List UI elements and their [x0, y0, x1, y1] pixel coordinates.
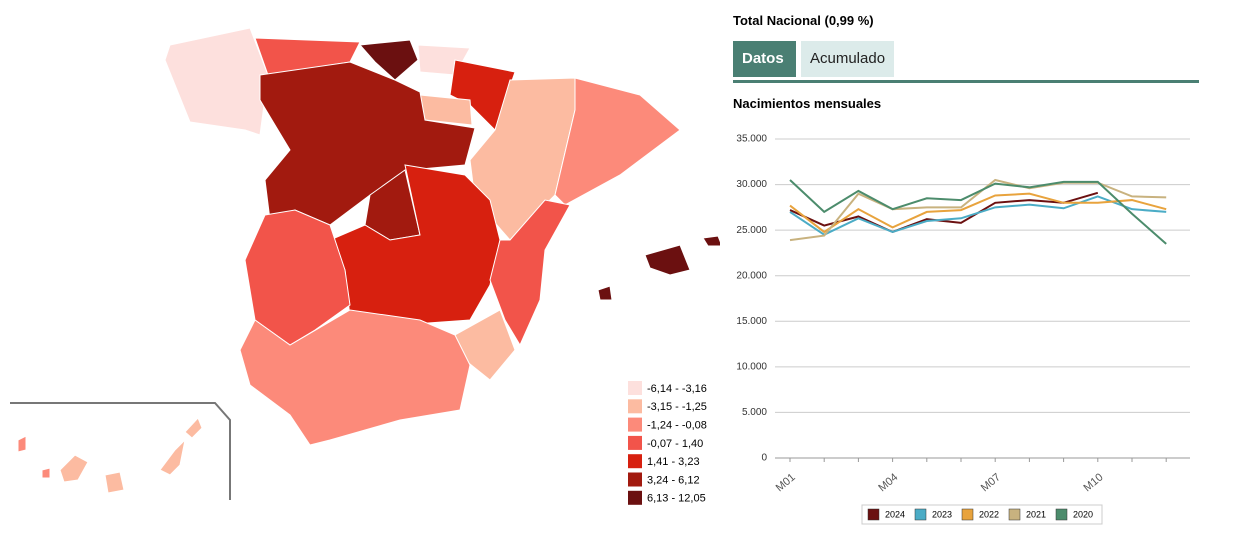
x-tick-label: M04: [876, 471, 900, 494]
island: [17, 435, 27, 453]
legend-swatch: [628, 490, 642, 505]
legend-label: -1,24 - -0,08: [647, 420, 707, 432]
inset-frame: [10, 402, 231, 500]
map: -6,14 - -3,16 -3,15 - -1,25 -1,24 - -0,08 -…: [10, 27, 720, 505]
legend-label: -0,07 - 1,40: [647, 438, 703, 450]
y-tick-label: 25.000: [736, 225, 767, 236]
region: [702, 235, 720, 247]
region: [358, 39, 419, 81]
series-line: [789, 192, 1167, 234]
y-tick-label: 20.000: [736, 270, 767, 281]
legend-swatch: [628, 417, 642, 432]
legend-swatch: [628, 381, 642, 395]
header-title: Total Nacional (0,99 %): [733, 13, 874, 28]
legend-label: 2022: [979, 509, 999, 519]
region: [554, 77, 681, 206]
legend-swatch: [628, 399, 642, 414]
legend-swatch: [628, 454, 642, 469]
x-tick-label: M10: [1081, 471, 1105, 494]
y-tick-label: 5.000: [742, 407, 767, 418]
legend-label: 3,24 - 6,12: [647, 474, 700, 486]
region: [244, 209, 351, 346]
island: [41, 467, 51, 479]
legend-label: 2021: [1026, 509, 1046, 519]
legend-label: 6,13 - 12,05: [647, 493, 706, 505]
legend-label: -6,14 - -3,16: [647, 383, 707, 395]
y-tick-label: 10.000: [736, 361, 767, 372]
legend-label: -3,15 - -1,25: [647, 401, 707, 413]
tab[interactable]: Datos: [733, 41, 796, 77]
legend-label: 2024: [885, 509, 905, 519]
legend-swatch: [628, 472, 642, 487]
region: [597, 285, 613, 301]
island: [159, 438, 186, 476]
legend-swatch: [961, 508, 974, 521]
chart-title: Nacimientos mensuales: [733, 96, 882, 111]
region: [644, 244, 691, 276]
region: [239, 309, 471, 446]
x-tick-label: M01: [774, 471, 798, 494]
legend-swatch: [914, 508, 927, 521]
legend-label: 2020: [1073, 509, 1093, 519]
legend-label: 1,41 - 3,23: [647, 456, 700, 468]
y-tick-label: 15.000: [736, 316, 767, 327]
legend-swatch: [1008, 508, 1021, 521]
island: [59, 454, 89, 483]
island: [104, 471, 125, 494]
legend-swatch: [628, 435, 642, 450]
y-tick-label: 0: [761, 453, 767, 464]
legend-label: 2023: [932, 509, 952, 519]
y-tick-label: 35.000: [736, 134, 767, 145]
chart: 0 5.000 10.000 15.000 20.000 25.000 30.000 35.0…: [736, 134, 1190, 525]
region: [489, 199, 571, 347]
island: [184, 417, 203, 439]
region: [449, 59, 516, 131]
region: [164, 27, 269, 136]
tab-bar: Datos Acumulado: [733, 41, 1199, 83]
legend-swatch: [867, 508, 880, 521]
tab[interactable]: Acumulado: [801, 41, 895, 77]
series-line: [789, 178, 1167, 242]
legend-swatch: [1055, 508, 1068, 521]
y-tick-label: 30.000: [736, 179, 767, 190]
x-tick-label: M07: [979, 471, 1003, 494]
series-line: [789, 195, 1167, 236]
series-line: [789, 179, 1167, 245]
